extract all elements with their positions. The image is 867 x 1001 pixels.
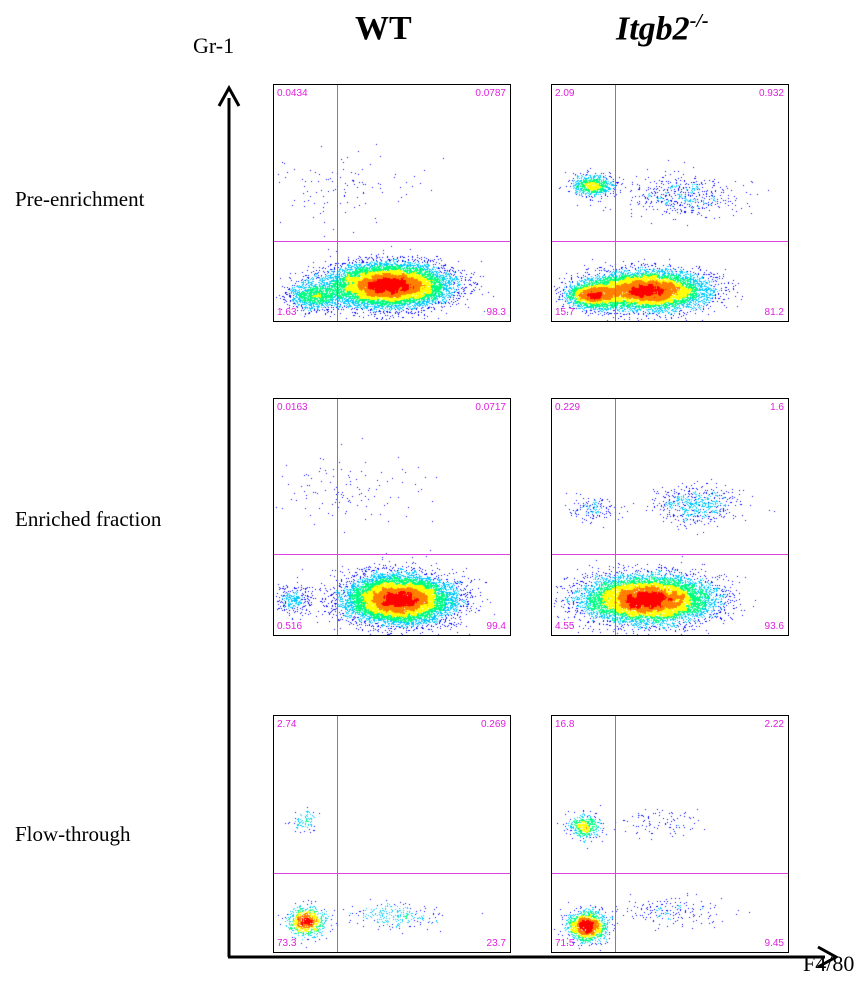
quadrant-value-lower-left: 71.5 [555, 938, 575, 949]
quadrant-value-upper-left: 0.229 [555, 402, 581, 413]
quadrant-gate-vertical [337, 399, 338, 635]
quadrant-value-lower-right: 81.2 [764, 307, 784, 318]
quadrant-value-upper-right: 2.22 [764, 719, 784, 730]
column-header-itgb2-text: Itgb2 [616, 10, 690, 48]
quadrant-value-lower-left: 73.3 [277, 938, 297, 949]
quadrant-gate-horizontal [274, 241, 510, 242]
quadrant-value-upper-right: 0.0787 [475, 88, 506, 99]
x-axis-arrowhead [817, 945, 840, 969]
quadrant-value-upper-right: 0.932 [758, 88, 784, 99]
column-header-itgb2-ko: Itgb2-/- [616, 10, 709, 48]
column-header-wt: WT [355, 10, 412, 47]
column-header-itgb2-superscript: -/- [689, 10, 709, 32]
quadrant-value-upper-right: 0.269 [480, 719, 506, 730]
quadrant-value-lower-left: 4.55 [555, 621, 575, 632]
density-scatter [552, 85, 788, 321]
row-label-flow-through: Flow-through [15, 822, 131, 846]
quadrant-value-lower-left: 1.63 [277, 307, 297, 318]
quadrant-value-upper-left: 2.74 [277, 719, 297, 730]
quadrant-value-lower-right: 93.6 [764, 621, 784, 632]
quadrant-value-upper-left: 2.09 [555, 88, 575, 99]
quadrant-value-upper-right: 1.6 [770, 402, 784, 413]
density-scatter [552, 399, 788, 635]
quadrant-value-upper-left: 16.8 [555, 719, 575, 730]
plot-panel-3: 0.0163 0.0717 0.516 99.4 [273, 398, 511, 636]
quadrant-value-lower-right: 23.7 [486, 938, 506, 949]
quadrant-value-lower-right: 9.45 [764, 938, 784, 949]
row-label-pre-enrichment: Pre-enrichment [15, 187, 145, 211]
plot-panel-5: 2.74 0.269 73.3 23.7 [273, 715, 511, 953]
y-axis-arrowhead [217, 84, 241, 107]
quadrant-value-upper-left: 0.0434 [277, 88, 308, 99]
quadrant-gate-vertical [337, 716, 338, 952]
density-scatter [274, 716, 510, 952]
quadrant-gate-horizontal [552, 554, 788, 555]
quadrant-gate-vertical [615, 85, 616, 321]
plot-panel-1: 0.0434 0.0787 1.63 98.3 [273, 84, 511, 322]
quadrant-value-upper-left: 0.0163 [277, 402, 308, 413]
plot-panel-6: 16.8 2.22 71.5 9.45 [551, 715, 789, 953]
plot-panel-4: 0.229 1.6 4.55 93.6 [551, 398, 789, 636]
plot-panel-2: 2.09 0.932 15.7 81.2 [551, 84, 789, 322]
density-scatter [552, 716, 788, 952]
quadrant-value-lower-left: 0.516 [277, 621, 303, 632]
quadrant-gate-horizontal [274, 873, 510, 874]
density-scatter [274, 85, 510, 321]
row-label-enriched-fraction: Enriched fraction [15, 507, 162, 531]
y-axis-label: Gr-1 [193, 33, 235, 58]
quadrant-value-lower-left: 15.7 [555, 307, 575, 318]
x-axis-label: F4/80 [803, 951, 855, 976]
quadrant-gate-vertical [615, 716, 616, 952]
quadrant-value-lower-right: 99.4 [486, 621, 506, 632]
quadrant-gate-horizontal [552, 873, 788, 874]
quadrant-gate-horizontal [274, 554, 510, 555]
quadrant-value-lower-right: 98.3 [486, 307, 506, 318]
density-scatter [274, 399, 510, 635]
quadrant-gate-vertical [337, 85, 338, 321]
quadrant-gate-horizontal [552, 241, 788, 242]
quadrant-value-upper-right: 0.0717 [475, 402, 506, 413]
quadrant-gate-vertical [615, 399, 616, 635]
